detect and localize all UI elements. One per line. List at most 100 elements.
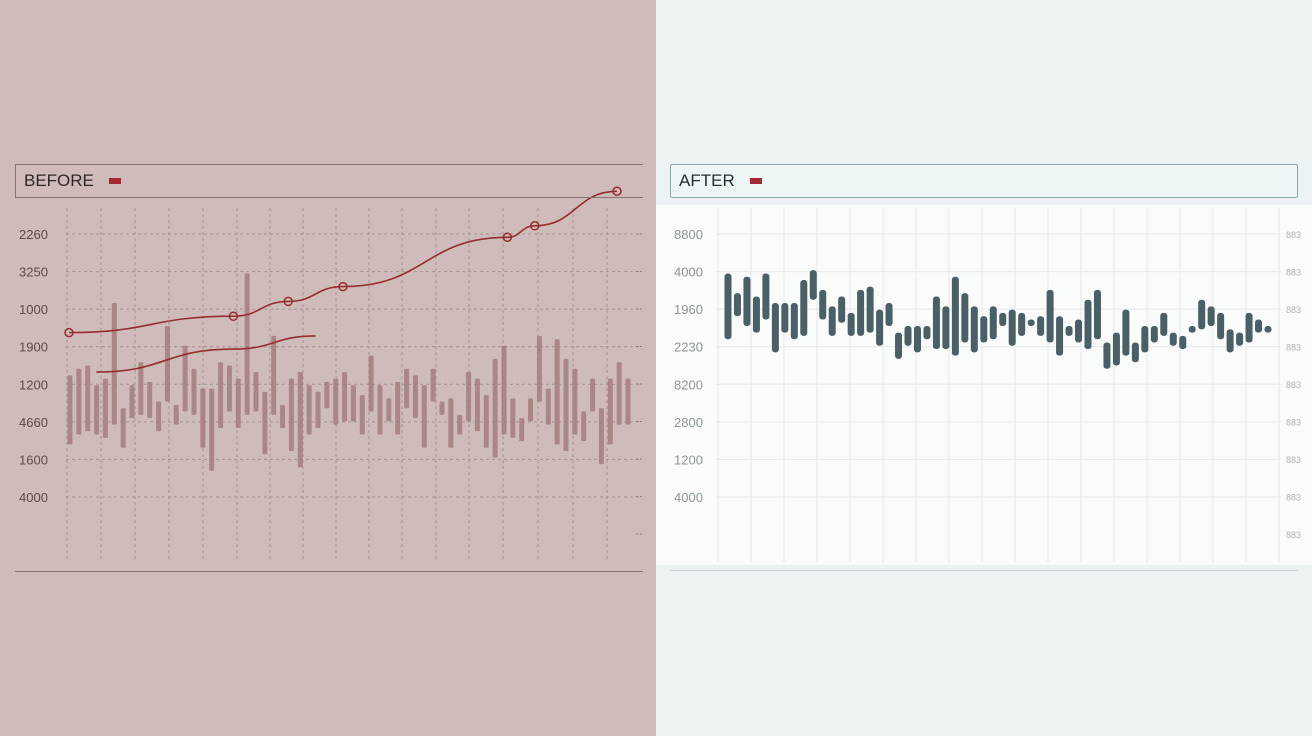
- before-bar: [554, 339, 560, 445]
- after-right-tick-label: 883: [1286, 343, 1301, 353]
- after-bar: [1236, 332, 1244, 346]
- before-bar: [253, 372, 259, 412]
- after-right-tick-label: 883: [1286, 455, 1301, 465]
- before-bar: [492, 358, 498, 458]
- before-bottom-rule: [15, 571, 643, 572]
- before-bar: [368, 355, 374, 412]
- before-y-tick-label: 1600: [19, 452, 48, 467]
- before-bar: [200, 388, 206, 448]
- before-bar: [386, 398, 392, 422]
- after-bar: [781, 303, 789, 333]
- before-bar: [421, 385, 427, 448]
- after-bar: [1008, 309, 1016, 346]
- before-bar: [85, 365, 91, 432]
- after-bar: [1255, 319, 1263, 333]
- before-trend-line-2: [96, 335, 316, 373]
- before-bar: [519, 418, 525, 442]
- before-line-point: [530, 221, 540, 231]
- after-bar: [866, 286, 874, 333]
- before-bar: [598, 408, 604, 465]
- before-bar: [67, 375, 73, 445]
- after-right-tick-label: 883: [1286, 530, 1301, 540]
- before-bar: [288, 378, 294, 451]
- after-bar: [876, 309, 884, 346]
- before-bar: [545, 388, 551, 425]
- before-bar: [439, 401, 445, 415]
- after-bar: [1056, 316, 1064, 356]
- before-bar: [625, 378, 631, 425]
- before-bar: [164, 326, 170, 402]
- after-bar: [904, 326, 912, 346]
- before-chart: 2260 3250 1000 1900 1200 4660 1600 4000: [19, 186, 643, 562]
- before-bar: [244, 273, 250, 415]
- after-bar: [923, 326, 931, 340]
- after-bar: [1160, 312, 1168, 336]
- before-bar: [94, 385, 100, 435]
- after-right-tick-label: 883: [1286, 305, 1301, 315]
- before-bar: [572, 368, 578, 435]
- before-bar: [359, 395, 365, 435]
- after-bar: [1264, 326, 1272, 333]
- before-bar: [280, 404, 286, 428]
- after-bar: [1046, 289, 1054, 343]
- after-y-tick-label: 1200: [674, 452, 703, 467]
- before-bar: [474, 378, 480, 432]
- after-bar: [847, 312, 855, 336]
- after-bar: [1217, 312, 1225, 340]
- before-line-point: [502, 232, 513, 243]
- after-bar: [733, 293, 741, 317]
- before-bar: [102, 378, 108, 438]
- before-bar: [528, 398, 534, 422]
- after-bar: [1103, 342, 1111, 369]
- before-bar: [156, 401, 162, 432]
- after-bar: [762, 273, 770, 320]
- after-bar: [828, 306, 836, 336]
- before-bar: [466, 372, 472, 422]
- before-y-tick-label: 4000: [19, 490, 48, 505]
- after-bar: [743, 276, 751, 327]
- after-bar: [1198, 299, 1206, 330]
- after-bar: [1112, 332, 1120, 366]
- before-bar: [377, 385, 383, 435]
- after-bar: [1084, 299, 1092, 350]
- after-bar: [1075, 319, 1083, 343]
- after-right-tick-label: 883: [1286, 268, 1301, 278]
- before-bar: [129, 385, 135, 419]
- after-bar: [895, 332, 903, 359]
- before-line-point: [283, 296, 293, 307]
- before-bar: [306, 385, 312, 435]
- before-bar: [448, 398, 454, 448]
- before-bar: [120, 408, 126, 448]
- after-bar: [913, 326, 921, 353]
- after-bar: [838, 296, 846, 323]
- after-right-tick-label: 883: [1286, 418, 1301, 428]
- before-legend: BEFORE: [15, 164, 643, 198]
- before-bar: [76, 368, 82, 435]
- before-y-tick-label: 1900: [19, 340, 48, 355]
- after-bar: [1093, 289, 1101, 340]
- after-bar: [942, 306, 950, 350]
- before-bar: [262, 391, 268, 455]
- before-bar: [324, 381, 330, 409]
- after-y-tick-label: 4000: [674, 490, 703, 505]
- after-bottom-rule: [670, 570, 1298, 571]
- after-bar: [885, 303, 893, 327]
- after-y-tick-label: 8800: [674, 227, 703, 242]
- after-bar: [1065, 326, 1073, 336]
- after-bar: [800, 280, 808, 336]
- before-bar: [395, 381, 401, 435]
- before-legend-label: BEFORE: [24, 171, 94, 190]
- after-bar: [1037, 316, 1045, 336]
- after-bar: [980, 316, 988, 343]
- after-bar: [1141, 326, 1149, 353]
- before-legend-swatch: [108, 178, 121, 184]
- before-bar: [457, 414, 463, 435]
- before-bar: [536, 335, 542, 402]
- before-bar: [297, 372, 303, 468]
- after-bar: [1018, 312, 1026, 336]
- before-bar: [138, 362, 144, 415]
- after-bar: [1226, 329, 1234, 353]
- after-bar: [1150, 326, 1158, 343]
- before-bar: [607, 378, 613, 445]
- after-bar: [724, 273, 732, 340]
